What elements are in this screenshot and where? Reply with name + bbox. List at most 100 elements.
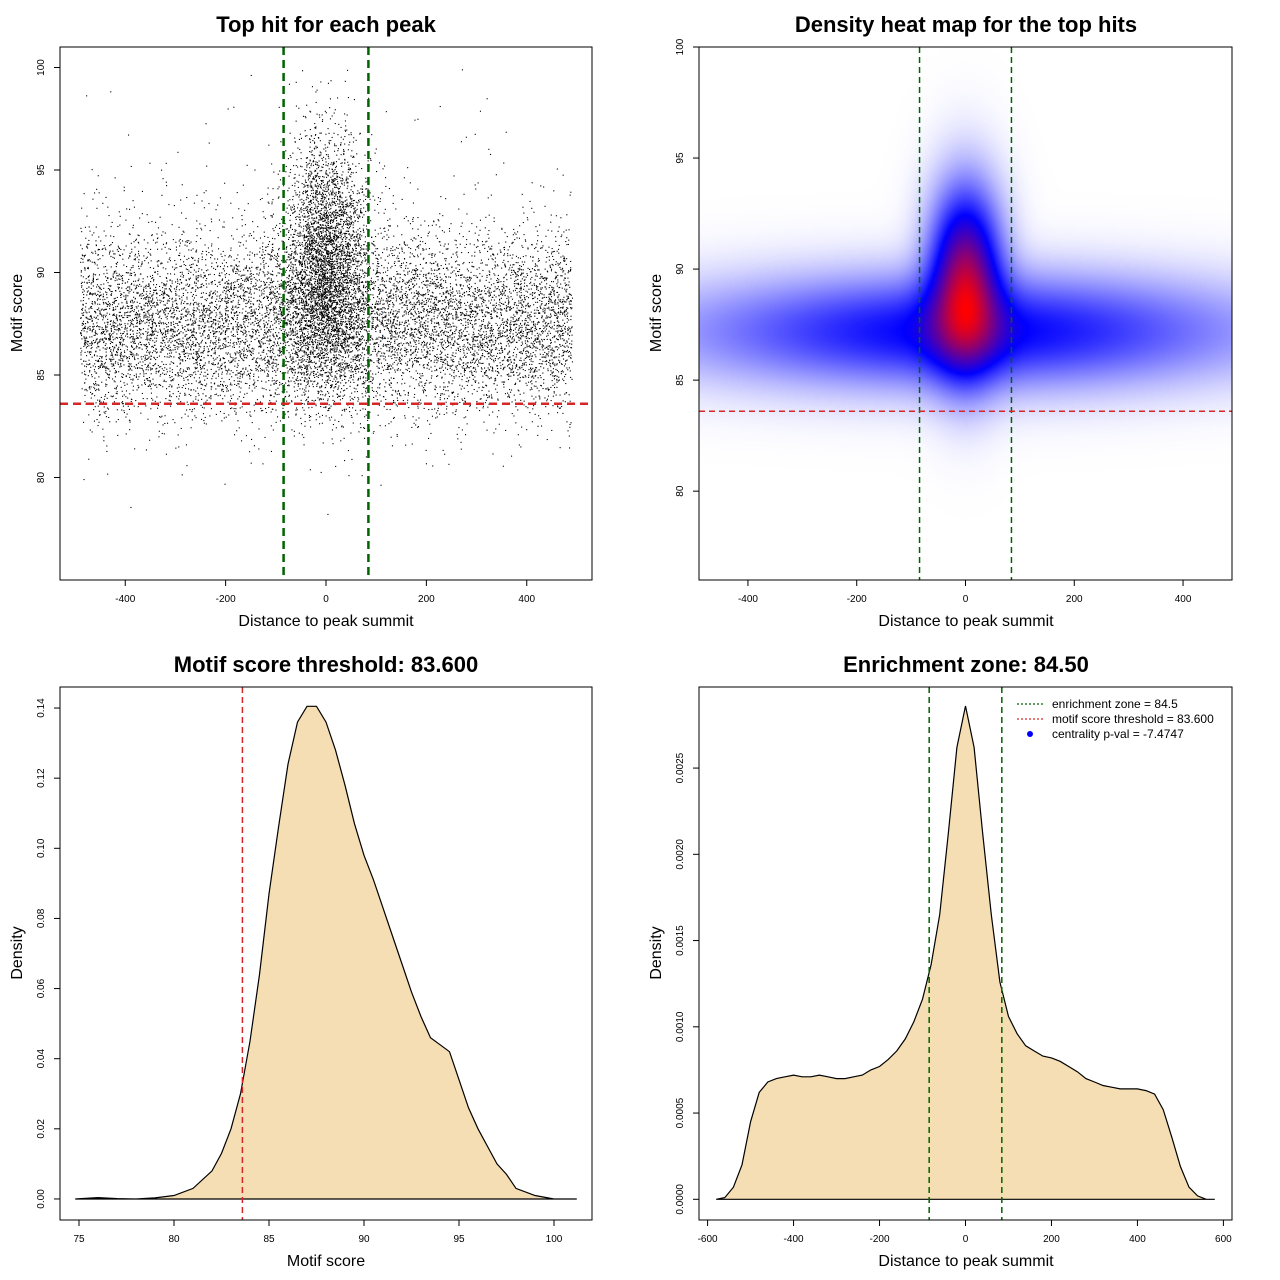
scatter-point bbox=[106, 326, 108, 328]
scatter-point bbox=[440, 350, 442, 352]
scatter-point bbox=[357, 379, 359, 381]
scatter-point bbox=[322, 159, 324, 161]
scatter-point bbox=[433, 361, 435, 363]
scatter-point bbox=[386, 363, 388, 365]
scatter-point bbox=[227, 342, 229, 344]
scatter-point bbox=[387, 219, 389, 221]
scatter-point bbox=[504, 232, 506, 234]
scatter-point bbox=[520, 274, 522, 276]
scatter-point bbox=[183, 351, 185, 353]
scatter-point bbox=[98, 192, 100, 194]
scatter-point bbox=[366, 305, 368, 307]
scatter-point bbox=[347, 204, 349, 206]
scatter-point bbox=[311, 86, 313, 88]
scatter-point bbox=[217, 348, 219, 350]
scatter-point bbox=[229, 400, 231, 402]
scatter-point bbox=[185, 347, 187, 349]
scatter-point bbox=[315, 373, 317, 375]
scatter-point bbox=[272, 291, 274, 293]
scatter-point bbox=[309, 320, 311, 322]
scatter-point bbox=[323, 237, 325, 239]
scatter-point bbox=[108, 373, 110, 375]
scatter-point bbox=[115, 345, 117, 347]
scatter-point bbox=[344, 360, 346, 362]
scatter-point bbox=[474, 323, 476, 325]
scatter-point bbox=[386, 234, 388, 236]
scatter-point bbox=[209, 310, 211, 312]
scatter-point bbox=[340, 231, 342, 233]
scatter-point bbox=[520, 351, 522, 353]
scatter-point bbox=[465, 304, 467, 306]
scatter-point bbox=[553, 259, 555, 261]
scatter-point bbox=[144, 311, 146, 313]
scatter-point bbox=[353, 330, 355, 332]
scatter-point bbox=[295, 81, 297, 83]
scatter-point bbox=[306, 216, 308, 218]
scatter-point bbox=[330, 352, 332, 354]
scatter-point bbox=[159, 416, 161, 418]
scatter-point bbox=[335, 359, 337, 361]
scatter-point bbox=[245, 280, 247, 282]
scatter-point bbox=[422, 258, 424, 260]
scatter-point bbox=[542, 356, 544, 358]
scatter-point bbox=[311, 284, 313, 286]
scatter-point bbox=[312, 160, 314, 162]
scatter-point bbox=[320, 265, 322, 267]
scatter-point bbox=[95, 359, 97, 361]
scatter-point bbox=[194, 290, 196, 292]
scatter-point bbox=[264, 274, 266, 276]
scatter-point bbox=[555, 299, 557, 301]
scatter-point bbox=[327, 222, 329, 224]
scatter-point bbox=[372, 339, 374, 341]
scatter-point bbox=[333, 279, 335, 281]
scatter-point bbox=[504, 290, 506, 292]
scatter-point bbox=[123, 356, 125, 358]
scatter-point bbox=[314, 332, 316, 334]
scatter-point bbox=[223, 412, 225, 414]
scatter-point bbox=[476, 346, 478, 348]
scatter-point bbox=[565, 291, 567, 293]
scatter-point bbox=[324, 288, 326, 290]
scatter-point bbox=[89, 327, 91, 329]
scatter-point bbox=[464, 291, 466, 293]
scatter-point bbox=[320, 180, 322, 182]
scatter-point bbox=[362, 248, 364, 250]
scatter-point bbox=[307, 341, 309, 343]
scatter-point bbox=[465, 381, 467, 383]
scatter-point bbox=[481, 344, 483, 346]
scatter-point bbox=[273, 396, 275, 398]
scatter-point bbox=[412, 335, 414, 337]
scatter-point bbox=[363, 347, 365, 349]
scatter-point bbox=[140, 329, 142, 331]
scatter-point bbox=[536, 332, 538, 334]
scatter-point bbox=[87, 266, 89, 268]
scatter-point bbox=[221, 298, 223, 300]
scatter-point bbox=[335, 354, 337, 356]
scatter-point bbox=[303, 271, 305, 273]
scatter-point bbox=[129, 269, 131, 271]
scatter-point bbox=[290, 333, 292, 335]
scatter-point bbox=[121, 279, 123, 281]
scatter-point bbox=[268, 144, 270, 146]
scatter-point bbox=[333, 218, 335, 220]
scatter-point bbox=[352, 279, 354, 281]
scatter-point bbox=[88, 458, 90, 460]
scatter-point bbox=[517, 311, 519, 313]
scatter-point bbox=[524, 261, 526, 263]
scatter-point bbox=[534, 265, 536, 267]
scatter-point bbox=[477, 306, 479, 308]
scatter-point bbox=[94, 311, 96, 313]
scatter-point bbox=[127, 272, 129, 274]
scatter-point bbox=[459, 292, 461, 294]
scatter-point bbox=[246, 278, 248, 280]
scatter-point bbox=[332, 240, 334, 242]
scatter-point bbox=[443, 382, 445, 384]
scatter-point bbox=[232, 306, 234, 308]
scatter-point bbox=[502, 303, 504, 305]
scatter-point bbox=[534, 325, 536, 327]
scatter-point bbox=[328, 179, 330, 181]
scatter-point bbox=[379, 425, 381, 427]
scatter-point bbox=[399, 336, 401, 338]
scatter-point bbox=[365, 281, 367, 283]
scatter-point bbox=[196, 358, 198, 360]
